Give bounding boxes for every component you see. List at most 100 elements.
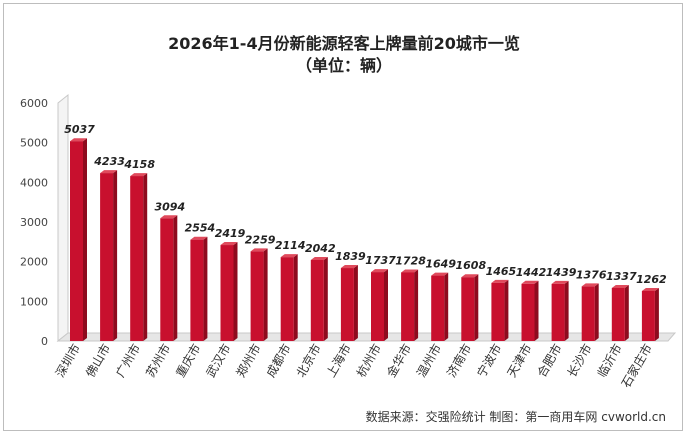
- bar-top: [280, 254, 298, 258]
- y-tick-label: 0: [41, 335, 48, 348]
- y-tick-label: 5000: [20, 137, 48, 150]
- bar-side: [83, 138, 87, 341]
- bar-front: [340, 268, 354, 341]
- bar-side: [594, 283, 599, 341]
- x-category-label: 北京市: [293, 341, 324, 380]
- bar-value-label: 1439: [546, 266, 577, 279]
- bar-value-label: 2419: [215, 227, 246, 240]
- bar-value-label: 1262: [636, 273, 667, 286]
- bar-top: [401, 269, 419, 273]
- x-category-label: 郑州市: [233, 341, 264, 380]
- x-category-label: 佛山市: [82, 341, 113, 380]
- bar-front: [220, 245, 234, 341]
- bar-front: [401, 272, 415, 341]
- bar-side: [654, 287, 659, 341]
- bar-top: [551, 280, 569, 284]
- bar-value-label: 1839: [335, 250, 366, 263]
- bar: [190, 236, 208, 341]
- x-category-label: 上海市: [323, 341, 354, 380]
- bar-top: [371, 269, 388, 273]
- bar-side: [384, 269, 388, 341]
- bar: [521, 280, 539, 341]
- bar-side: [143, 173, 148, 341]
- x-category-label: 武汉市: [203, 341, 234, 380]
- bar-side: [353, 265, 358, 341]
- x-category-label: 广州市: [112, 341, 143, 380]
- bar-front: [491, 282, 505, 341]
- x-category-label: 长沙市: [564, 341, 595, 380]
- bar: [431, 272, 449, 341]
- bar: [551, 280, 569, 341]
- bar-top: [190, 236, 208, 240]
- bar-top: [521, 280, 539, 284]
- bar: [220, 242, 238, 341]
- bar: [581, 283, 599, 341]
- bar-top: [70, 138, 87, 142]
- bar-value-label: 2042: [305, 242, 336, 255]
- y-tick-label: 4000: [20, 176, 48, 189]
- bar-value-label: 1608: [455, 259, 486, 272]
- x-category-label: 临沂市: [594, 341, 625, 380]
- bar-value-label: 5037: [64, 123, 95, 136]
- bar-value-label: 1737: [365, 254, 396, 267]
- bar-value-label: 1337: [606, 270, 637, 283]
- bar-top: [310, 257, 328, 261]
- x-category-label: 重庆市: [172, 341, 203, 380]
- bar-value-label: 3094: [154, 200, 185, 213]
- bar-top: [581, 283, 599, 287]
- chart-title: 2026年1-4月份新能源轻客上牌量前20城市一览: [168, 34, 520, 53]
- bar-front: [521, 283, 535, 341]
- y-tick-label: 3000: [20, 216, 48, 229]
- bar-value-label: 2554: [185, 222, 216, 235]
- x-category-label: 苏州市: [142, 341, 173, 380]
- bar-top: [431, 272, 449, 276]
- bar-value-label: 2114: [275, 239, 306, 252]
- bar-value-label: 4158: [123, 158, 155, 171]
- x-category-label: 杭州市: [353, 341, 384, 380]
- bar-top: [220, 242, 238, 246]
- source-note: 数据来源：交强险统计 制图：第一商用车网 cvworld.cn: [365, 410, 666, 424]
- bar: [611, 284, 629, 341]
- bar-top: [491, 279, 509, 283]
- bar-side: [504, 279, 509, 341]
- bar-side: [173, 215, 178, 341]
- bar-front: [280, 257, 294, 341]
- bar: [250, 248, 268, 341]
- x-category-label: 成都市: [263, 341, 294, 380]
- bar-front: [641, 290, 655, 341]
- bar: [70, 138, 87, 341]
- y-tick-label: 6000: [20, 97, 48, 110]
- bar-top: [160, 215, 178, 219]
- bar-side: [263, 248, 268, 341]
- bar-side: [564, 280, 569, 341]
- bar-side: [113, 170, 118, 341]
- chart-subtitle: （单位：辆）: [295, 56, 392, 75]
- bar-side: [414, 269, 419, 341]
- bar-top: [130, 173, 148, 177]
- bar: [160, 215, 178, 341]
- bar-side: [474, 274, 479, 341]
- bar-top: [611, 284, 629, 288]
- bar: [401, 269, 419, 341]
- x-category-label: 宁波市: [473, 341, 504, 380]
- bar-value-label: 1465: [486, 265, 517, 278]
- bar: [461, 274, 479, 341]
- bar-side: [233, 242, 238, 341]
- bar-top: [100, 170, 118, 174]
- bar: [130, 173, 148, 341]
- bar-value-label: 1376: [576, 268, 607, 281]
- bar-value-label: 1728: [395, 254, 426, 267]
- x-category-label: 济南市: [443, 341, 474, 380]
- bar: [371, 269, 388, 341]
- bars-layer: [70, 138, 659, 341]
- bar-front: [190, 239, 204, 341]
- bar-side: [323, 257, 328, 341]
- bar-front: [160, 218, 174, 341]
- bar-front: [371, 272, 384, 341]
- bar-front: [461, 277, 475, 341]
- bar-front: [100, 173, 114, 341]
- bar-front: [551, 283, 565, 341]
- bar: [491, 279, 509, 341]
- x-category-label: 天津市: [504, 341, 535, 380]
